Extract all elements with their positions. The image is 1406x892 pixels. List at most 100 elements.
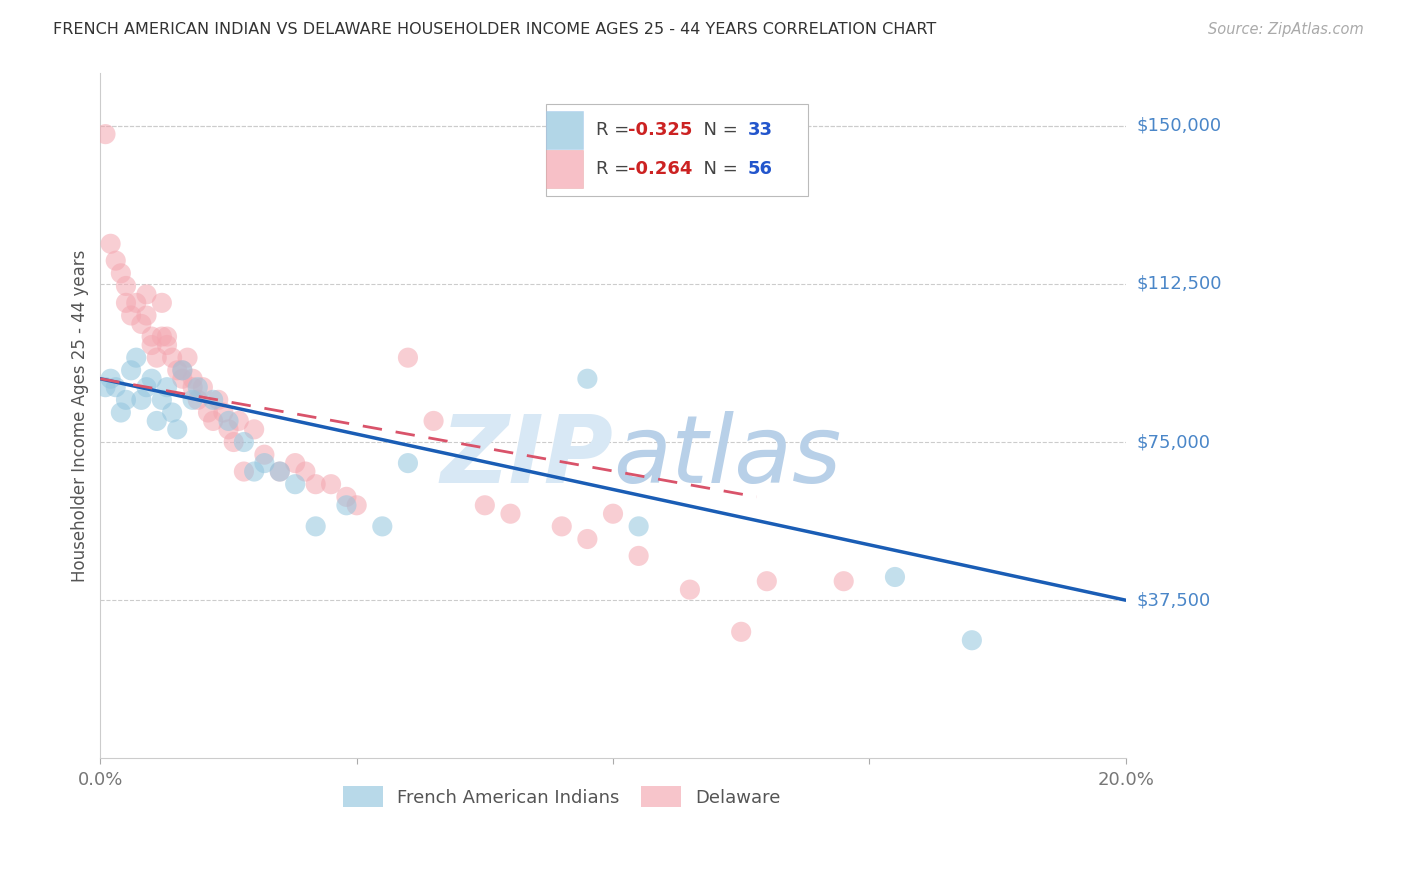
Point [176, 351, 198, 365]
Point [212, 405, 235, 419]
Point [166, 363, 188, 377]
Point [627, 549, 650, 563]
Point [576, 372, 599, 386]
Point [253, 448, 276, 462]
Point [181, 372, 204, 386]
Point [187, 380, 209, 394]
Point [207, 392, 229, 407]
Point [94, 380, 117, 394]
Point [141, 329, 163, 343]
Point [679, 582, 702, 597]
Point [115, 392, 138, 407]
Point [305, 477, 328, 491]
Point [755, 574, 778, 589]
Point [135, 380, 157, 394]
Point [832, 574, 855, 589]
Point [197, 405, 219, 419]
Point [181, 380, 204, 394]
Point [156, 380, 179, 394]
Point [120, 363, 142, 377]
Point [125, 351, 148, 365]
Point [160, 405, 183, 419]
Point [115, 296, 138, 310]
Point [218, 414, 240, 428]
Point [110, 266, 132, 280]
Legend: French American Indians, Delaware: French American Indians, Delaware [336, 779, 787, 814]
Point [335, 498, 357, 512]
Point [232, 435, 254, 450]
Y-axis label: Householder Income Ages 25 - 44 years: Householder Income Ages 25 - 44 years [72, 250, 89, 582]
Point [576, 532, 599, 546]
FancyBboxPatch shape [547, 103, 808, 196]
Point [125, 296, 148, 310]
Text: $75,000: $75,000 [1137, 433, 1211, 451]
Point [222, 435, 245, 450]
Point [172, 363, 194, 377]
Point [202, 414, 225, 428]
Point [156, 329, 179, 343]
Point [166, 422, 188, 436]
Point [884, 570, 907, 584]
Point [396, 456, 419, 470]
Point [627, 519, 650, 533]
Point [960, 633, 983, 648]
Text: 33: 33 [748, 120, 772, 139]
Point [269, 465, 291, 479]
Text: R =: R = [596, 160, 634, 178]
Point [172, 372, 194, 386]
Point [371, 519, 394, 533]
Point [335, 490, 357, 504]
Point [131, 317, 153, 331]
Point [187, 392, 209, 407]
Point [253, 456, 276, 470]
Point [602, 507, 624, 521]
Text: -0.325: -0.325 [628, 120, 693, 139]
Point [218, 422, 240, 436]
Text: 56: 56 [748, 160, 772, 178]
Point [243, 422, 266, 436]
Text: FRENCH AMERICAN INDIAN VS DELAWARE HOUSEHOLDER INCOME AGES 25 - 44 YEARS CORRELA: FRENCH AMERICAN INDIAN VS DELAWARE HOUSE… [53, 22, 936, 37]
Text: $112,500: $112,500 [1137, 275, 1222, 293]
Point [145, 351, 167, 365]
Point [135, 309, 157, 323]
Text: -0.264: -0.264 [628, 160, 693, 178]
Point [202, 392, 225, 407]
Point [305, 519, 328, 533]
Point [150, 296, 173, 310]
Text: Source: ZipAtlas.com: Source: ZipAtlas.com [1208, 22, 1364, 37]
Point [422, 414, 444, 428]
Point [145, 414, 167, 428]
Bar [547, 150, 583, 188]
Point [131, 392, 153, 407]
Point [269, 465, 291, 479]
Point [232, 465, 254, 479]
Point [150, 329, 173, 343]
Text: atlas: atlas [613, 411, 841, 502]
Bar [547, 111, 583, 149]
Point [228, 414, 250, 428]
Point [100, 372, 122, 386]
Text: N =: N = [692, 160, 744, 178]
Point [100, 236, 122, 251]
Point [104, 380, 127, 394]
Point [181, 392, 204, 407]
Point [160, 351, 183, 365]
Point [156, 338, 179, 352]
Text: $37,500: $37,500 [1137, 591, 1211, 609]
Text: N =: N = [692, 120, 744, 139]
Point [110, 405, 132, 419]
Point [191, 380, 214, 394]
Point [243, 465, 266, 479]
Point [94, 127, 117, 141]
Text: R =: R = [596, 120, 634, 139]
Point [104, 253, 127, 268]
Point [499, 507, 522, 521]
Point [150, 392, 173, 407]
Point [294, 465, 316, 479]
Point [474, 498, 496, 512]
Point [284, 456, 307, 470]
Point [346, 498, 368, 512]
Point [319, 477, 342, 491]
Point [172, 363, 194, 377]
Point [551, 519, 574, 533]
